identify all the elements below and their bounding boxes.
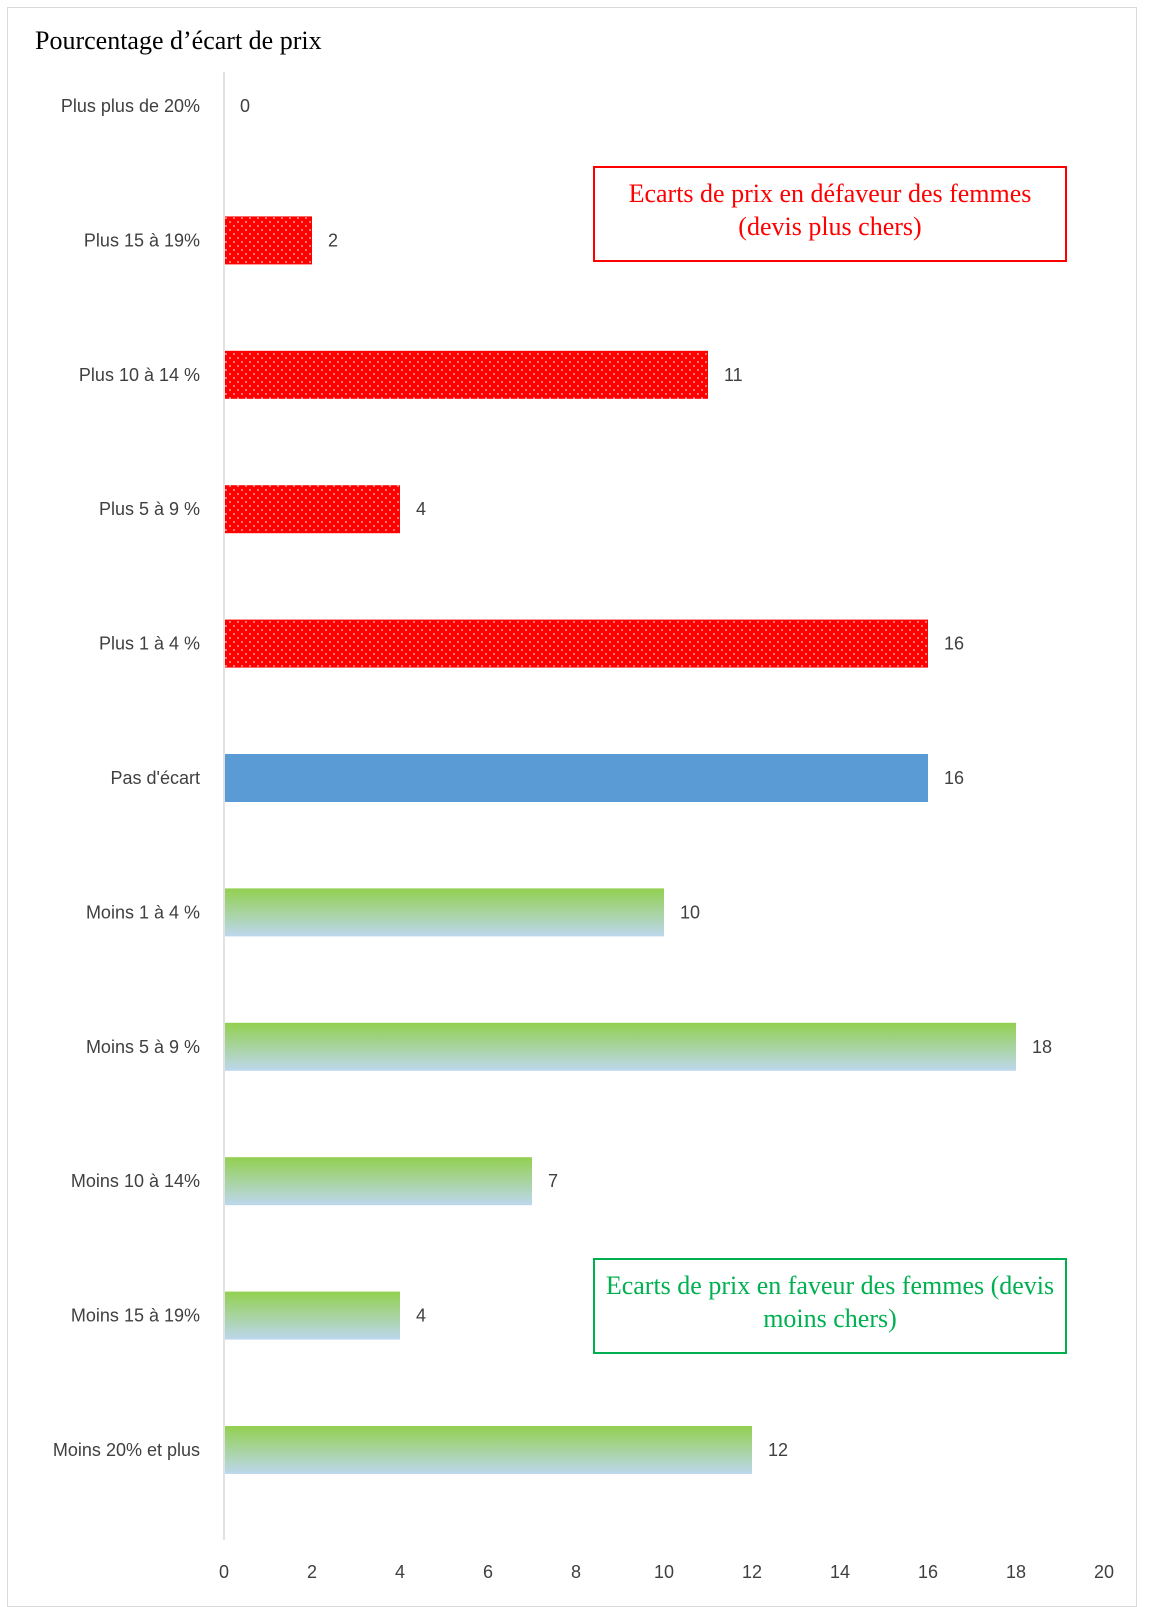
- bar: [225, 350, 708, 399]
- x-tick-label: 2: [307, 1562, 317, 1582]
- data-label: 11: [724, 365, 743, 385]
- data-label: 4: [416, 1306, 426, 1326]
- x-tick-label: 14: [830, 1562, 850, 1582]
- annotation-favorable: Ecarts de prix en faveur des femmes (dev…: [593, 1258, 1067, 1354]
- data-label: 18: [1032, 1037, 1052, 1057]
- bar: [225, 888, 664, 937]
- category-label: Pas d'écart: [111, 768, 200, 788]
- x-tick-label: 16: [918, 1562, 938, 1582]
- category-label: Plus 1 à 4 %: [99, 634, 200, 654]
- data-label: 12: [768, 1440, 788, 1460]
- annotation-unfavorable: Ecarts de prix en défaveur des femmes (d…: [593, 166, 1067, 262]
- x-tick-label: 0: [219, 1562, 229, 1582]
- category-label: Plus plus de 20%: [61, 96, 200, 116]
- x-tick-label: 12: [742, 1562, 762, 1582]
- x-tick-label: 10: [654, 1562, 674, 1582]
- data-label: 0: [240, 96, 250, 116]
- bar: [225, 1157, 532, 1206]
- bar: [225, 485, 400, 534]
- x-tick-label: 6: [483, 1562, 493, 1582]
- x-tick-label: 20: [1094, 1562, 1114, 1582]
- bar: [225, 619, 928, 668]
- category-label: Plus 15 à 19%: [84, 230, 200, 250]
- category-label: Moins 1 à 4 %: [86, 902, 200, 922]
- category-label: Moins 10 à 14%: [71, 1171, 200, 1191]
- bar: [225, 754, 928, 802]
- category-label: Plus 5 à 9 %: [99, 499, 200, 519]
- data-label: 7: [548, 1171, 558, 1191]
- data-label: 16: [944, 768, 964, 788]
- bar: [225, 1426, 752, 1474]
- data-label: 16: [944, 634, 964, 654]
- category-label: Moins 5 à 9 %: [86, 1037, 200, 1057]
- data-label: 2: [328, 230, 338, 250]
- chart-title: Pourcentage d’écart de prix: [35, 26, 322, 55]
- bar: [225, 1022, 1016, 1071]
- data-label: 4: [416, 499, 426, 519]
- category-label: Plus 10 à 14 %: [79, 365, 200, 385]
- bar: [225, 216, 312, 265]
- category-label: Moins 20% et plus: [53, 1440, 200, 1460]
- category-label: Moins 15 à 19%: [71, 1306, 200, 1326]
- data-label: 10: [680, 902, 700, 922]
- x-tick-label: 18: [1006, 1562, 1026, 1582]
- bar: [225, 1291, 400, 1340]
- x-tick-label: 4: [395, 1562, 405, 1582]
- x-tick-label: 8: [571, 1562, 581, 1582]
